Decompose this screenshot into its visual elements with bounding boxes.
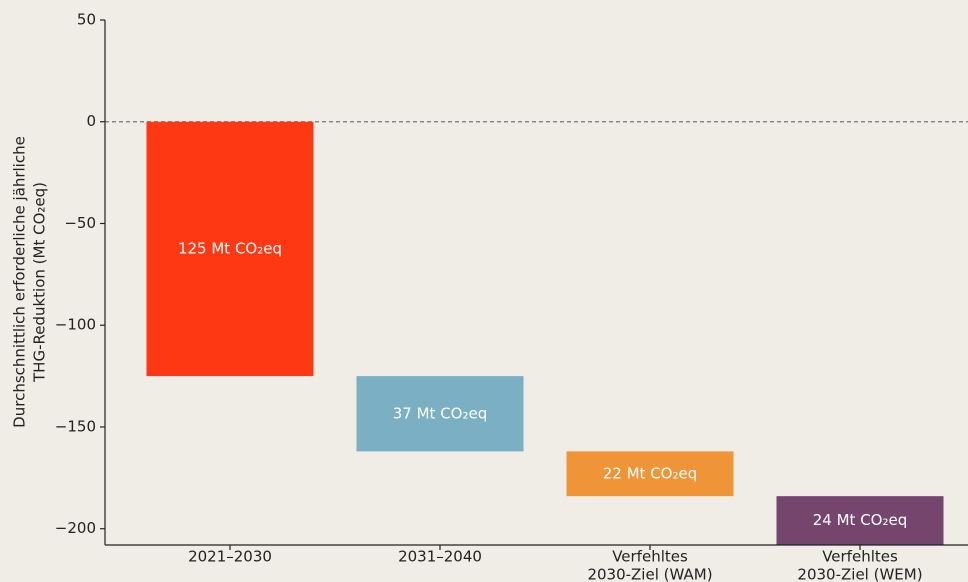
- x-tick-label: Verfehltes: [822, 548, 898, 566]
- x-tick-label: Verfehltes: [612, 548, 688, 566]
- bar-label: 22 Mt CO₂eq: [603, 464, 698, 482]
- y-tick-label: −150: [55, 417, 96, 435]
- bar: [566, 451, 734, 497]
- bar: [776, 496, 944, 545]
- bar-label: 125 Mt CO₂eq: [178, 239, 282, 257]
- bar: [146, 121, 314, 377]
- y-tick-label: −50: [64, 214, 96, 232]
- y-tick-label: −200: [55, 519, 96, 537]
- y-tick-label: 0: [86, 112, 96, 130]
- x-tick-label: 2021–2030: [188, 548, 272, 566]
- bar: [356, 376, 524, 452]
- y-tick-label: 50: [77, 11, 96, 29]
- y-axis-label: Durchschnittlich erforderliche jährliche: [11, 136, 29, 428]
- bar-label: 37 Mt CO₂eq: [393, 404, 488, 422]
- x-tick-label: 2031–2040: [398, 548, 482, 566]
- bar-label: 24 Mt CO₂eq: [813, 511, 908, 529]
- y-tick-label: −100: [55, 316, 96, 334]
- y-axis-label: THG-Reduktion (Mt CO₂eq): [31, 182, 49, 383]
- x-tick-label: 2030-Ziel (WEM): [797, 566, 922, 582]
- x-tick-label: 2030-Ziel (WAM): [587, 566, 712, 582]
